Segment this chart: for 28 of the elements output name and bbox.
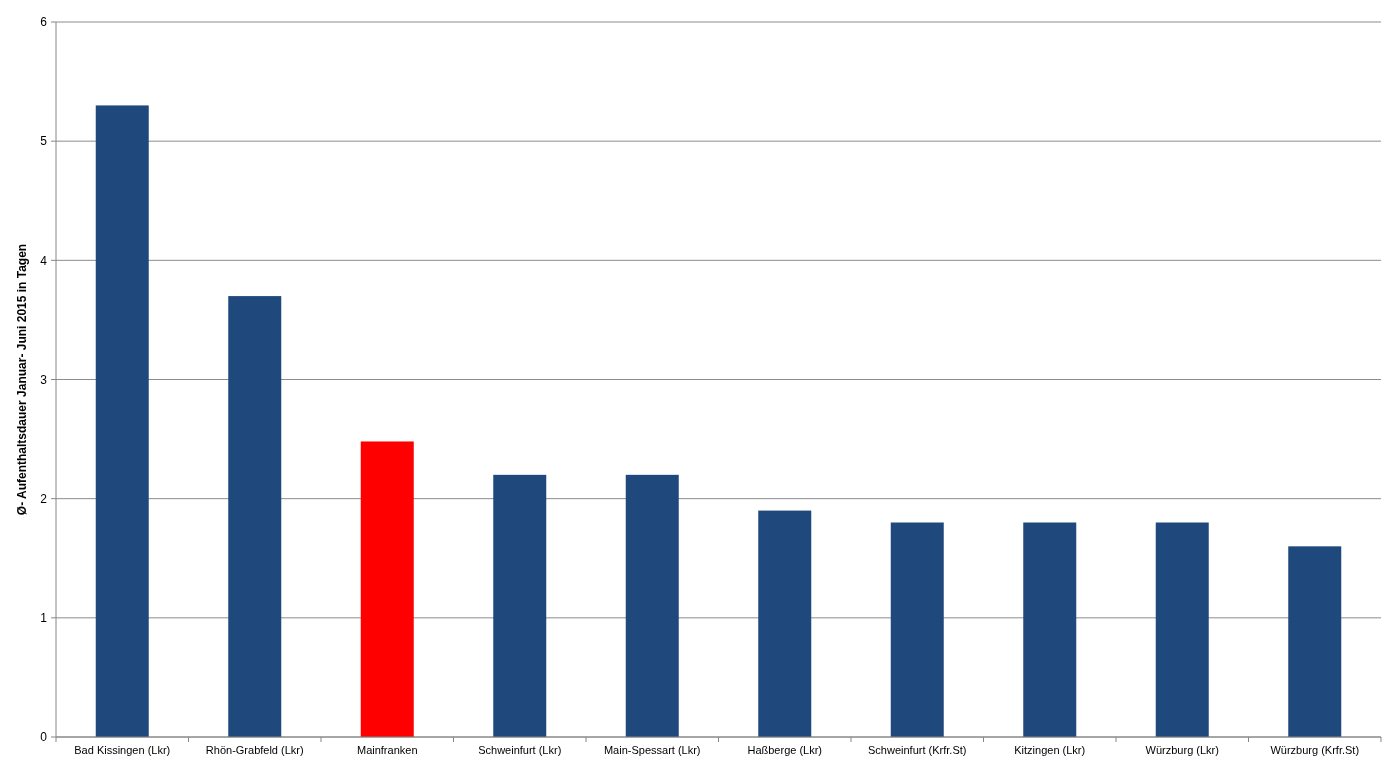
bar	[1288, 546, 1342, 737]
y-tick-label: 5	[40, 134, 48, 149]
y-tick-label: 1	[40, 611, 48, 626]
y-tick-label: 4	[40, 253, 48, 268]
x-tick-label: Mainfranken	[356, 744, 418, 756]
x-tick-label: Schweinfurt (Krfr.St)	[868, 744, 967, 756]
y-tick-label: 3	[40, 372, 48, 387]
y-tick-label: 6	[40, 15, 48, 30]
bar	[1023, 522, 1077, 737]
x-tick-label: Würzburg (Krfr.St)	[1270, 744, 1360, 756]
bar	[493, 474, 547, 737]
y-tick-label: 2	[40, 491, 48, 506]
x-tick-label: Kitzingen (Lkr)	[1014, 744, 1086, 756]
y-axis-title: Ø- Aufenthaltsdauer Januar- Juni 2015 in Tagen	[15, 243, 29, 516]
bar	[890, 522, 944, 737]
bar	[228, 296, 282, 737]
bar	[95, 105, 149, 737]
bar	[625, 474, 679, 737]
bar	[360, 441, 414, 737]
x-tick-label: Rhön-Grabfeld (Lkr)	[205, 744, 304, 756]
bar	[1155, 522, 1209, 737]
y-tick-label: 0	[40, 730, 48, 745]
x-tick-label: Schweinfurt (Lkr)	[478, 744, 562, 756]
x-tick-label: Würzburg (Lkr)	[1145, 744, 1219, 756]
x-tick-label: Bad Kissingen (Lkr)	[74, 744, 171, 756]
x-tick-label: Main-Spessart (Lkr)	[603, 744, 701, 756]
x-tick-label: Haßberge (Lkr)	[747, 744, 823, 756]
bar	[758, 510, 812, 737]
